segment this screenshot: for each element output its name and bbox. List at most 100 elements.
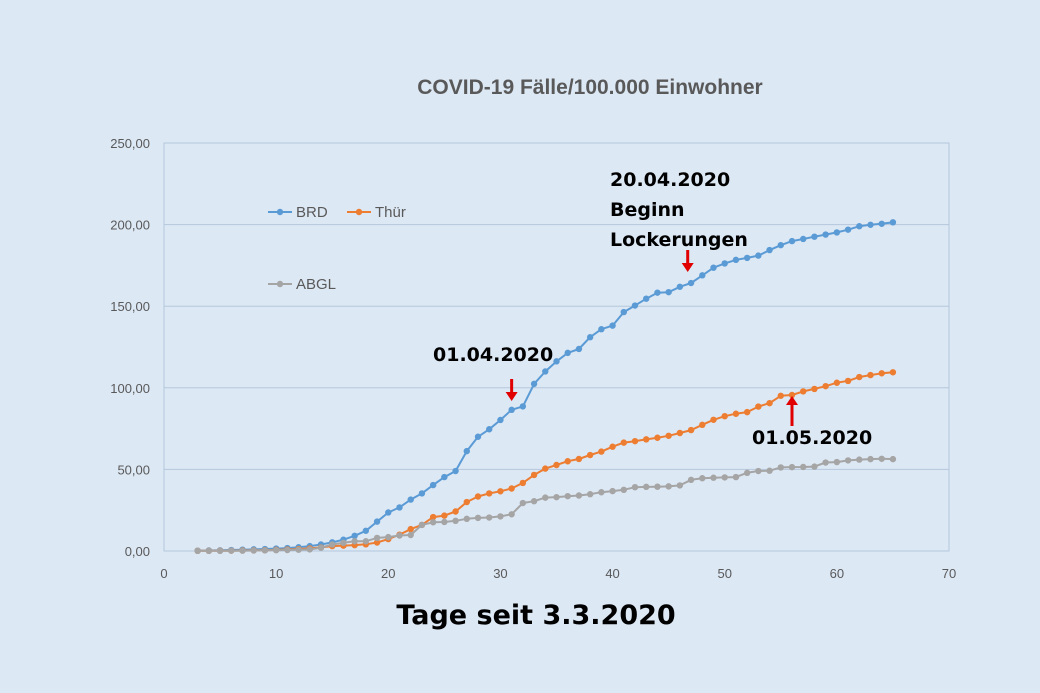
data-point-brd <box>609 322 616 329</box>
data-point-brd <box>766 246 773 254</box>
data-point-brd <box>755 252 762 259</box>
data-point-abgl <box>822 459 829 466</box>
data-point-abgl <box>519 499 527 507</box>
data-point-brd <box>575 345 583 353</box>
data-point-abgl <box>811 463 818 470</box>
legend-label: BRD <box>296 204 328 221</box>
data-point-thür <box>867 371 874 379</box>
data-point-brd <box>429 481 437 489</box>
data-point-brd <box>407 496 414 503</box>
data-point-thür <box>643 436 650 443</box>
data-point-brd <box>586 334 594 341</box>
data-point-abgl <box>474 514 482 522</box>
data-point-thür <box>586 451 594 459</box>
data-point-abgl <box>687 476 695 484</box>
data-point-abgl <box>362 538 370 545</box>
data-point-thür <box>575 455 583 463</box>
data-point-thür <box>654 434 661 441</box>
data-point-abgl <box>385 533 392 541</box>
data-point-thür <box>844 377 852 385</box>
data-point-abgl <box>878 455 885 462</box>
arrow-head <box>505 392 518 401</box>
data-point-thür <box>564 458 571 465</box>
x-tick-label: 60 <box>830 566 844 581</box>
annotation-01-05: 01.05.2020 <box>752 427 873 449</box>
data-point-brd <box>844 226 852 233</box>
data-point-brd <box>362 527 370 534</box>
data-point-brd <box>867 221 874 228</box>
data-point-abgl <box>856 456 863 463</box>
data-point-thür <box>777 392 784 399</box>
x-tick-label: 30 <box>493 566 507 581</box>
data-point-brd <box>620 308 627 316</box>
data-point-abgl <box>844 457 852 464</box>
data-point-brd <box>564 349 571 357</box>
plot-area <box>163 142 950 552</box>
data-point-brd <box>833 229 841 236</box>
data-point-brd <box>631 302 639 309</box>
data-point-abgl <box>317 544 325 551</box>
data-point-thür <box>452 508 459 515</box>
data-point-thür <box>665 432 672 439</box>
data-point-brd <box>676 283 684 290</box>
data-point-thür <box>833 379 841 386</box>
data-point-brd <box>878 220 885 227</box>
annotation-arrow <box>681 250 694 272</box>
data-point-brd <box>811 233 818 240</box>
data-point-thür <box>721 412 728 420</box>
x-tick-label: 10 <box>269 566 283 581</box>
data-point-abgl <box>833 458 841 466</box>
data-point-brd <box>486 426 493 433</box>
data-point-thür <box>598 448 605 455</box>
data-point-abgl <box>530 498 538 505</box>
arrow-head <box>681 263 694 272</box>
x-axis-label: Tage seit 3.3.2020 <box>396 600 676 631</box>
data-point-abgl <box>643 483 650 491</box>
data-point-brd <box>889 219 897 226</box>
data-point-thür <box>889 369 897 376</box>
data-point-thür <box>474 493 482 500</box>
data-point-brd <box>530 380 538 388</box>
data-point-thür <box>620 439 627 446</box>
data-point-brd <box>598 326 605 333</box>
data-point-thür <box>699 421 706 429</box>
x-tick-label: 50 <box>717 566 731 581</box>
data-point-thür <box>542 465 549 472</box>
data-point-brd <box>856 223 863 230</box>
chart-title: COVID-19 Fälle/100.000 Einwohner <box>417 76 763 99</box>
data-point-abgl <box>788 463 796 471</box>
data-point-abgl <box>732 473 740 481</box>
annotation-01-04: 01.04.2020 <box>433 344 554 366</box>
x-tick-label: 40 <box>605 566 619 581</box>
data-point-abgl <box>620 486 627 493</box>
data-point-abgl <box>542 494 549 501</box>
data-point-thür <box>519 479 527 487</box>
data-point-abgl <box>463 515 470 523</box>
data-point-thür <box>878 370 885 377</box>
data-point-thür <box>553 461 560 469</box>
data-point-abgl <box>721 474 728 481</box>
data-point-thür <box>441 512 448 519</box>
data-point-brd <box>351 532 358 540</box>
y-tick-label: 200,00 <box>110 218 150 233</box>
data-point-abgl <box>295 546 302 553</box>
legend-label: ABGL <box>296 276 336 293</box>
data-point-thür <box>486 490 493 497</box>
y-tick-label: 100,00 <box>110 381 150 396</box>
data-point-abgl <box>284 546 291 554</box>
data-point-abgl <box>889 455 897 463</box>
data-point-brd <box>743 254 751 262</box>
data-point-thür <box>766 399 773 407</box>
data-point-abgl <box>497 513 504 520</box>
y-tick-label: 250,00 <box>110 136 150 151</box>
data-point-abgl <box>228 547 235 554</box>
data-point-thür <box>373 539 381 546</box>
data-point-brd <box>452 467 459 475</box>
data-point-abgl <box>272 546 280 554</box>
data-point-abgl <box>418 521 426 529</box>
data-point-brd <box>373 518 381 525</box>
data-point-brd <box>463 447 470 455</box>
data-point-brd <box>822 231 829 238</box>
data-point-thür <box>609 443 616 450</box>
data-point-brd <box>788 237 796 245</box>
